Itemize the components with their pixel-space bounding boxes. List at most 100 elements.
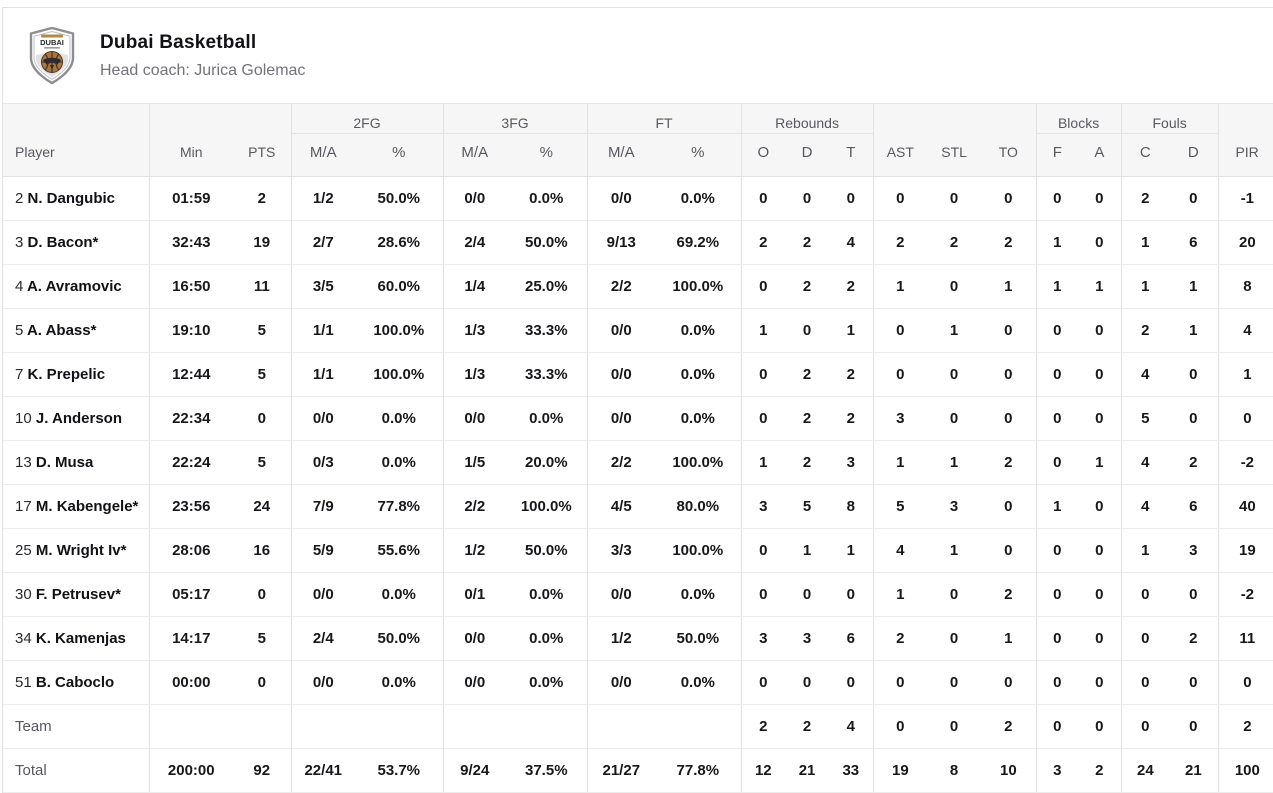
stat-fg3-pct: 50.0%: [506, 528, 588, 573]
stat-ast: 1: [872, 572, 928, 617]
stat-fg3-ma: 2/4: [442, 220, 507, 265]
stat-foul-d: 1: [1169, 308, 1219, 353]
col-header-ast: AST: [872, 103, 928, 177]
stat-fg3-ma: 0/0: [442, 396, 507, 441]
stat-fg3-ma: 1/3: [442, 352, 507, 397]
stat-fg3-pct: [506, 704, 588, 749]
stat-pir: 2: [1217, 704, 1273, 749]
stat-min: 32:43: [148, 220, 233, 265]
stat-min: 00:00: [148, 660, 233, 705]
player-name: B. Caboclo: [35, 674, 115, 691]
stat-stl: 1: [927, 528, 982, 573]
stat-stl: 0: [927, 660, 982, 705]
stat-ft-pct: 69.2%: [655, 220, 742, 265]
stat-blk-a: 0: [1078, 396, 1122, 441]
stat-ast: 0: [872, 176, 928, 221]
stat-fg3-pct: 0.0%: [506, 572, 588, 617]
stat-reb-o: 0: [740, 352, 786, 397]
stat-foul-d: 0: [1169, 176, 1219, 221]
stat-blk-a: 1: [1078, 264, 1122, 309]
stat-ft-ma: 0/0: [586, 396, 656, 441]
stat-reb-t: 4: [829, 220, 874, 265]
box-score-table: Player Min PTS 2FG 3FG FT Rebounds AST S…: [3, 103, 1273, 793]
stat-stl: 1: [927, 308, 982, 353]
stat-stl: 0: [927, 616, 982, 661]
player-cell: 2 N. Dangubic: [3, 176, 149, 221]
stat-fg2-ma: 1/1: [290, 308, 355, 353]
stat-foul-c: 0: [1120, 572, 1170, 617]
jersey-number: 2: [15, 190, 24, 207]
player-cell: 51 B. Caboclo: [3, 660, 149, 705]
stat-to: 0: [981, 396, 1037, 441]
col-header-3fg-pct: %: [506, 133, 588, 177]
stat-fg2-ma: 0/3: [290, 440, 355, 485]
stat-reb-d: 5: [785, 484, 830, 529]
stat-foul-c: 1: [1120, 264, 1170, 309]
stat-to: 0: [981, 308, 1037, 353]
stat-ast: 1: [872, 264, 928, 309]
team-name: Dubai Basketball: [100, 31, 257, 53]
stat-fg2-pct: 0.0%: [355, 396, 444, 441]
col-header-pts: PTS: [233, 103, 291, 177]
col-header-blk-a: A: [1078, 133, 1122, 177]
stat-blk-f: 0: [1035, 396, 1079, 441]
stat-pts: 0: [233, 572, 291, 617]
stat-pir: -2: [1217, 440, 1273, 485]
player-name: N. Dangubic: [27, 190, 116, 207]
player-row: 3 D. Bacon* 32:43 19 2/7 28.6% 2/4 50.0% 9/13 69…: [3, 220, 1273, 265]
stat-pir: 19: [1217, 528, 1273, 573]
stat-blk-f: 0: [1035, 308, 1079, 353]
stat-pir: 40: [1217, 484, 1273, 529]
player-cell: 13 D. Musa: [3, 440, 149, 485]
stat-fg2-pct: 50.0%: [355, 616, 444, 661]
stat-min: 23:56: [148, 484, 233, 529]
stat-fg2-pct: 60.0%: [355, 264, 444, 309]
group-header-fouls: Fouls: [1120, 103, 1219, 134]
stat-min: 200:00: [148, 748, 233, 793]
stat-foul-c: 0: [1120, 660, 1170, 705]
stat-foul-d: 3: [1169, 528, 1219, 573]
shield-basketball-icon: DUBAI: [29, 26, 75, 84]
player-row: 17 M. Kabengele* 23:56 24 7/9 77.8% 2/2 100.0%…: [3, 484, 1273, 529]
stat-ft-ma: [586, 704, 656, 749]
stat-reb-t: 6: [829, 616, 874, 661]
stat-blk-f: 3: [1035, 748, 1079, 793]
stat-min: 19:10: [148, 308, 233, 353]
svg-text:DUBAI: DUBAI: [40, 38, 64, 47]
stat-pir: 100: [1217, 748, 1273, 793]
stat-foul-c: 2: [1120, 176, 1170, 221]
stat-fg3-ma: 1/5: [442, 440, 507, 485]
stat-reb-t: 2: [829, 352, 874, 397]
stat-foul-c: 5: [1120, 396, 1170, 441]
stat-min: 22:34: [148, 396, 233, 441]
stat-reb-t: 33: [829, 748, 874, 793]
stat-ft-pct: 100.0%: [655, 528, 742, 573]
player-name: A. Avramovic: [26, 278, 122, 295]
stat-pts: 2: [233, 176, 291, 221]
stat-fg3-ma: 1/2: [442, 528, 507, 573]
stat-ft-ma: 0/0: [586, 660, 656, 705]
stat-reb-d: 2: [785, 704, 830, 749]
stat-foul-d: 21: [1169, 748, 1219, 793]
player-cell: 3 D. Bacon*: [3, 220, 149, 265]
stat-ast: 2: [872, 220, 928, 265]
stat-foul-c: 2: [1120, 308, 1170, 353]
jersey-number: 51: [15, 674, 32, 691]
stat-ft-ma: 1/2: [586, 616, 656, 661]
stat-pir: -1: [1217, 176, 1273, 221]
stat-fg2-ma: 5/9: [290, 528, 355, 573]
stat-ft-pct: 0.0%: [655, 572, 742, 617]
stat-pir: 0: [1217, 396, 1273, 441]
stat-fg2-pct: [355, 704, 444, 749]
player-cell: 30 F. Petrusev*: [3, 572, 149, 617]
stat-fg2-pct: 0.0%: [355, 572, 444, 617]
col-header-pir: PIR: [1217, 103, 1273, 177]
stat-reb-t: 8: [829, 484, 874, 529]
stat-stl: 0: [927, 572, 982, 617]
stat-pts: 5: [233, 308, 291, 353]
stat-fg3-ma: 2/2: [442, 484, 507, 529]
stat-blk-a: 0: [1078, 220, 1122, 265]
stat-ft-pct: 0.0%: [655, 308, 742, 353]
stat-blk-a: 0: [1078, 660, 1122, 705]
stat-ast: 3: [872, 396, 928, 441]
